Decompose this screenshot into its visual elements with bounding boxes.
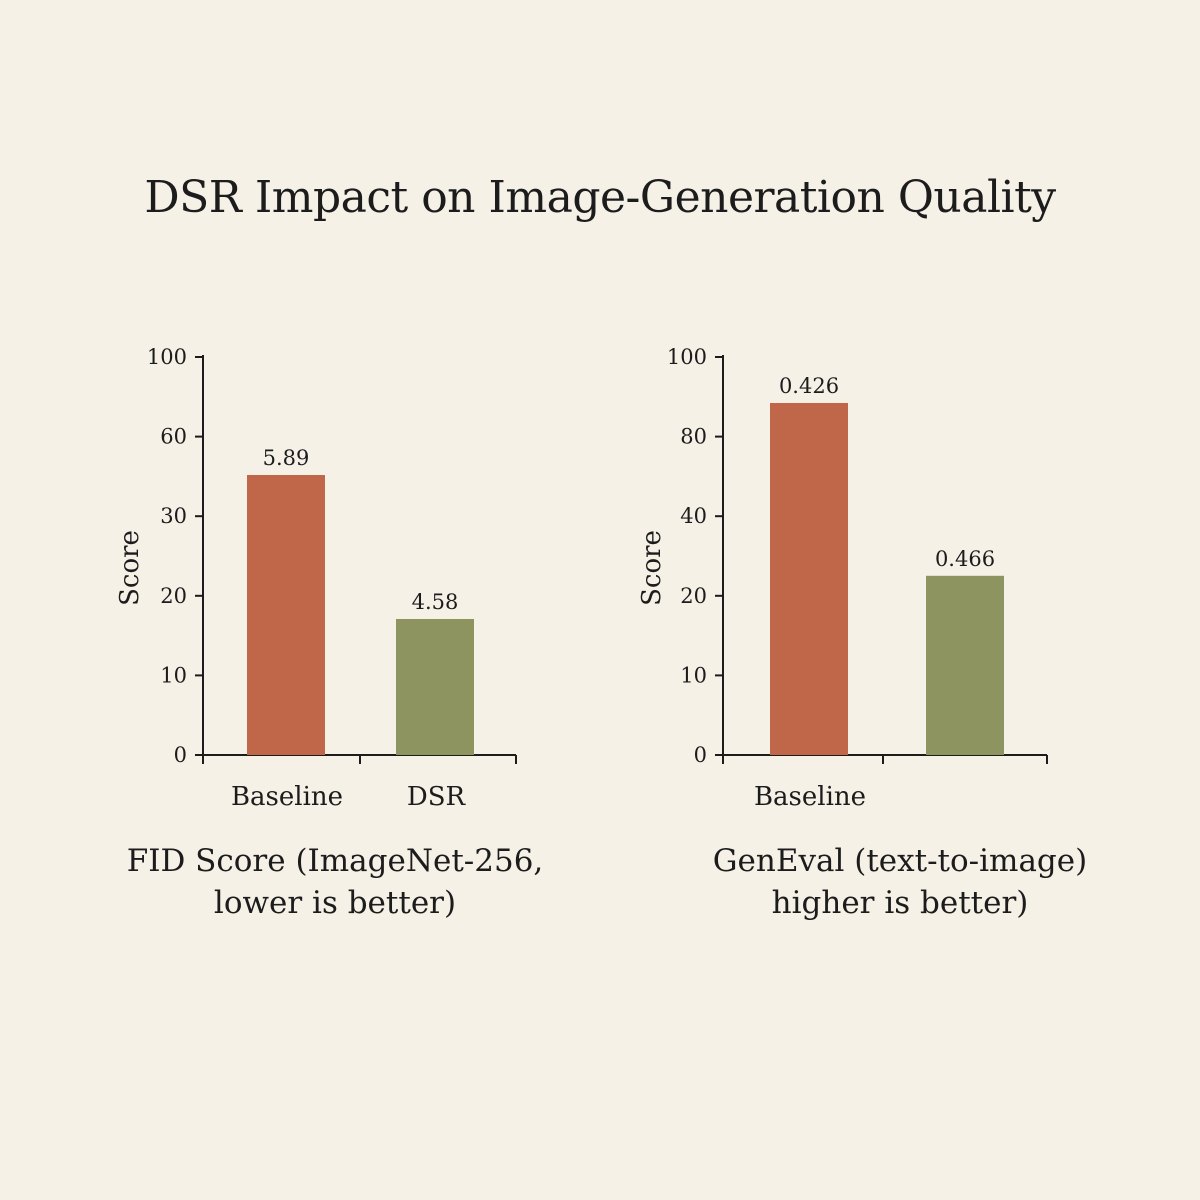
geneval-bar-value-label: 0.466 — [935, 547, 995, 571]
fid-y-tick-label: 30 — [160, 504, 187, 528]
geneval-y-tick-label: 0 — [694, 743, 707, 767]
geneval-y-tick-label: 20 — [680, 584, 707, 608]
fid-category-label: DSR — [407, 782, 467, 812]
chart-title: DSR Impact on Image-Generation Quality — [144, 172, 1056, 223]
geneval-y-tick-label: 10 — [680, 663, 707, 687]
fid-chart-caption: FID Score (ImageNet-256, lower is better… — [100, 840, 570, 924]
geneval-y-axis-title: Score — [637, 530, 667, 606]
geneval-bar-value-label: 0.426 — [779, 374, 839, 398]
fid-category-label: Baseline — [231, 782, 343, 812]
geneval-bar-dsr — [926, 575, 1004, 755]
fid-caption-line1: FID Score (ImageNet-256, — [126, 843, 544, 879]
fid-y-tick-label: 20 — [160, 584, 187, 608]
geneval-caption-line1: GenEval (text-to-image) — [712, 843, 1088, 879]
fid-y-tick-label: 60 — [160, 425, 187, 449]
geneval-y-tick-label: 40 — [680, 504, 707, 528]
geneval-chart-caption: GenEval (text-to-image) higher is better… — [640, 840, 1160, 924]
fid-caption-line2: lower is better) — [213, 885, 457, 921]
fid-y-axis-title: Score — [115, 530, 145, 606]
geneval-caption-line2: higher is better) — [771, 885, 1029, 921]
fid-y-tick-label: 0 — [174, 743, 187, 767]
fid-y-tick-label: 100 — [147, 345, 187, 369]
fid-bar-value-label: 5.89 — [263, 446, 310, 470]
fid-y-tick-label: 10 — [160, 663, 187, 687]
geneval-y-tick-label: 80 — [680, 425, 707, 449]
fid-bar-dsr — [396, 619, 474, 755]
geneval-y-tick-label: 100 — [667, 345, 707, 369]
fid-bar-value-label: 4.58 — [412, 590, 459, 614]
geneval-bar-baseline — [770, 403, 848, 755]
geneval-category-label: Baseline — [754, 782, 866, 812]
fid-bar-baseline — [247, 475, 325, 755]
